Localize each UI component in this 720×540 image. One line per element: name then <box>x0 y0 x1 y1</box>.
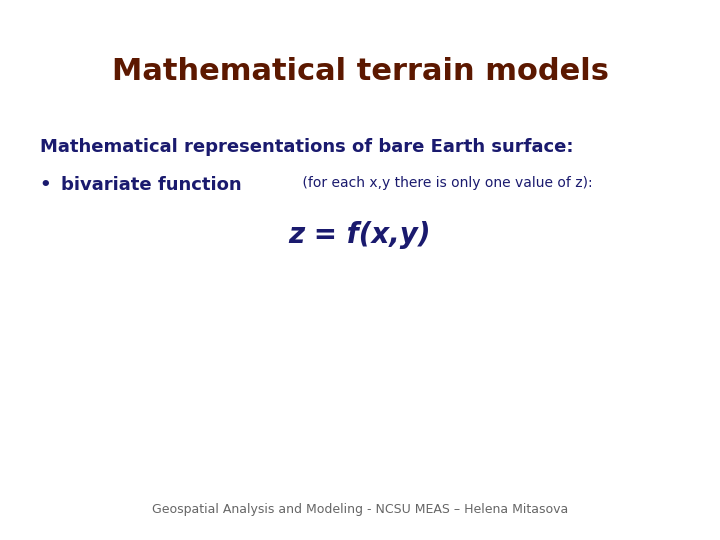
Text: Mathematical terrain models: Mathematical terrain models <box>112 57 608 86</box>
Text: Geospatial Analysis and Modeling - NCSU MEAS – Helena Mitasova: Geospatial Analysis and Modeling - NCSU … <box>152 503 568 516</box>
Text: •: • <box>40 176 51 193</box>
Text: bivariate function: bivariate function <box>61 176 242 193</box>
Text: (for each x,y there is only one value of z):: (for each x,y there is only one value of… <box>298 176 593 190</box>
Text: z = f(x,y): z = f(x,y) <box>289 221 431 249</box>
Text: Mathematical representations of bare Earth surface:: Mathematical representations of bare Ear… <box>40 138 573 156</box>
